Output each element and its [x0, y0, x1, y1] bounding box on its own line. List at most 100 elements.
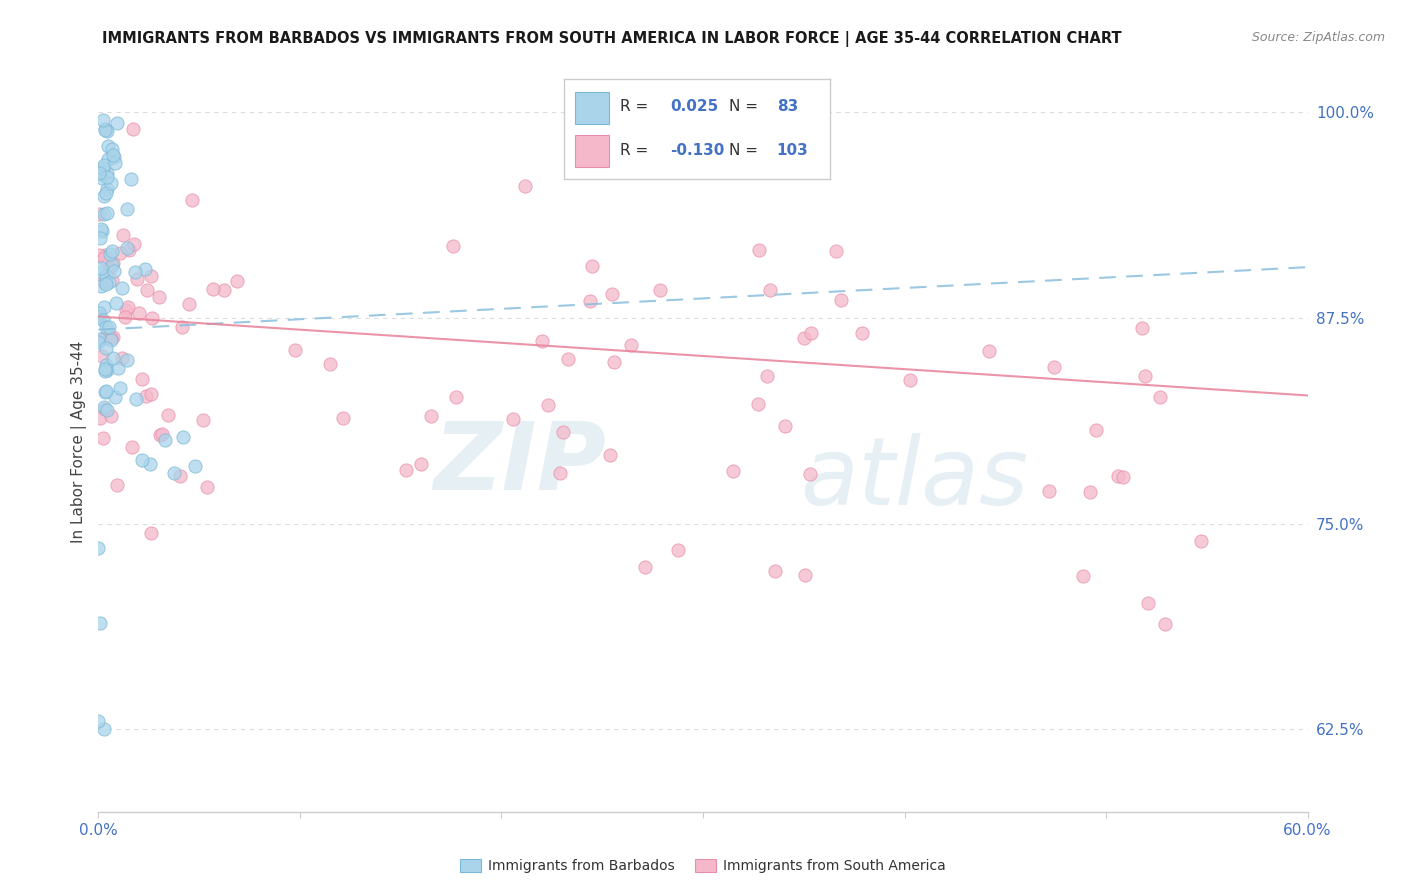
- Point: [89, 231, 111, 245]
- Point: [89, 411, 111, 425]
- Point: [603, 355, 626, 369]
- Point: [96, 363, 118, 377]
- Point: [1038, 483, 1060, 498]
- Point: [127, 272, 149, 286]
- Point: [93, 251, 115, 265]
- Point: [90, 221, 112, 235]
- Point: [101, 244, 124, 258]
- Point: [619, 338, 641, 352]
- Point: [89, 164, 111, 178]
- Point: [94, 341, 117, 355]
- Point: [91, 813, 114, 827]
- Point: [93, 189, 115, 203]
- Point: [93, 330, 115, 344]
- Point: [1130, 321, 1153, 335]
- Point: [87, 813, 110, 827]
- Point: [122, 122, 145, 136]
- Point: [793, 331, 815, 345]
- Point: [115, 303, 138, 318]
- Point: [87, 166, 110, 180]
- Point: [599, 448, 621, 462]
- Point: [94, 268, 117, 283]
- Point: [115, 241, 138, 255]
- Point: [91, 224, 114, 238]
- Point: [581, 259, 603, 273]
- Point: [747, 397, 769, 411]
- Y-axis label: In Labor Force | Age 35-44: In Labor Force | Age 35-44: [72, 341, 87, 542]
- Point: [93, 723, 115, 737]
- Point: [93, 206, 115, 220]
- Point: [1043, 360, 1066, 375]
- Point: [114, 310, 136, 324]
- Point: [96, 166, 118, 180]
- Point: [531, 334, 554, 348]
- Point: [122, 236, 145, 251]
- Point: [91, 264, 114, 278]
- Point: [172, 320, 194, 334]
- Point: [117, 352, 139, 367]
- Point: [91, 312, 114, 326]
- Point: [172, 429, 194, 443]
- Point: [89, 615, 111, 630]
- Point: [94, 277, 117, 292]
- Point: [136, 284, 159, 298]
- Point: [104, 156, 127, 170]
- Point: [89, 813, 111, 827]
- Point: [89, 332, 111, 346]
- Point: [1107, 468, 1129, 483]
- Point: [94, 122, 117, 136]
- Point: [515, 179, 537, 194]
- Point: [131, 452, 153, 467]
- Point: [125, 392, 148, 406]
- Point: [117, 301, 139, 315]
- Point: [94, 186, 117, 200]
- Point: [184, 459, 207, 474]
- Point: [105, 478, 128, 492]
- Point: [553, 425, 575, 440]
- Point: [759, 283, 782, 297]
- Point: [721, 464, 744, 478]
- Legend: Immigrants from Barbados, Immigrants from South America: Immigrants from Barbados, Immigrants fro…: [454, 854, 952, 879]
- Point: [118, 244, 141, 258]
- Point: [103, 330, 125, 344]
- Point: [104, 390, 127, 404]
- Point: [96, 206, 118, 220]
- Point: [226, 274, 249, 288]
- Point: [163, 466, 186, 480]
- Point: [110, 381, 132, 395]
- Point: [91, 112, 114, 127]
- Point: [91, 349, 114, 363]
- Point: [89, 305, 111, 319]
- Point: [89, 207, 111, 221]
- Point: [90, 278, 112, 293]
- Point: [124, 265, 146, 279]
- Point: [441, 239, 464, 253]
- Point: [139, 387, 162, 401]
- Point: [90, 171, 112, 186]
- Point: [141, 269, 163, 284]
- Point: [101, 148, 124, 162]
- Point: [201, 282, 224, 296]
- Point: [1191, 533, 1213, 548]
- Point: [94, 362, 117, 376]
- Point: [1149, 390, 1171, 404]
- Point: [557, 351, 579, 366]
- Point: [648, 283, 671, 297]
- Point: [101, 142, 124, 156]
- Point: [799, 467, 821, 482]
- Point: [96, 358, 118, 372]
- Point: [94, 364, 117, 378]
- Point: [97, 139, 120, 153]
- Point: [103, 351, 125, 366]
- Point: [394, 463, 416, 477]
- Point: [110, 351, 132, 366]
- Point: [117, 202, 139, 216]
- Point: [111, 281, 134, 295]
- Point: [94, 121, 117, 136]
- Point: [284, 343, 307, 358]
- Point: [94, 401, 117, 416]
- Point: [96, 182, 118, 196]
- Point: [100, 409, 122, 423]
- Point: [169, 469, 191, 483]
- Point: [94, 319, 117, 334]
